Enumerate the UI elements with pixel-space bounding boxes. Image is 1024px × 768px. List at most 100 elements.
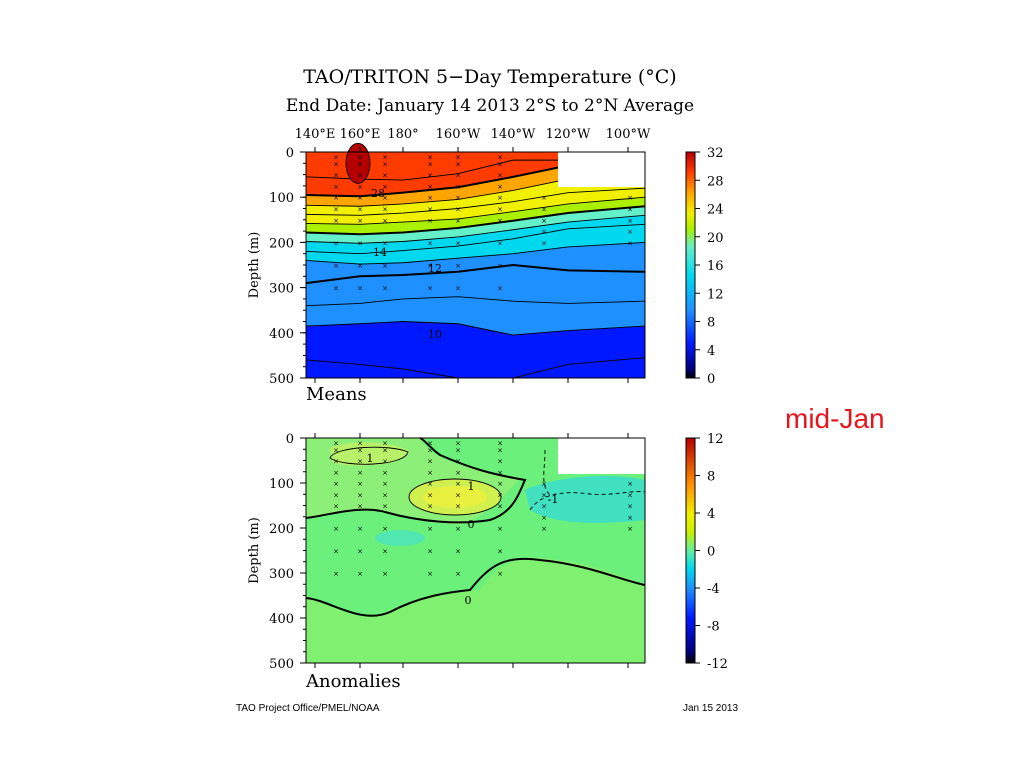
buoy-sample-marker: × [357, 458, 363, 466]
buoy-sample-marker: × [333, 458, 339, 466]
y-tick-label: 100 [269, 191, 294, 206]
colorbar [685, 437, 696, 664]
buoy-sample-marker: × [382, 160, 388, 168]
y-tick-label: 500 [269, 657, 294, 672]
buoy-sample-marker: × [541, 514, 547, 522]
buoy-sample-marker: × [333, 480, 339, 488]
buoy-sample-marker: × [382, 217, 388, 225]
buoy-sample-marker: × [427, 285, 433, 293]
buoy-sample-marker: × [541, 480, 547, 488]
buoy-sample-marker: × [455, 183, 461, 191]
buoy-sample-marker: × [427, 154, 433, 162]
buoy-sample-marker: × [333, 262, 339, 270]
buoy-sample-marker: × [427, 262, 433, 270]
buoy-sample-marker: × [357, 154, 363, 162]
anomaly-contour-label: 0 [468, 518, 475, 531]
buoy-sample-marker: × [455, 480, 461, 488]
buoy-sample-marker: × [427, 446, 433, 454]
buoy-sample-marker: × [427, 194, 433, 202]
buoy-sample-marker: × [357, 491, 363, 499]
anomaly-contour-plus1 [329, 446, 409, 465]
buoy-sample-marker: × [541, 525, 547, 533]
means-contour-line [305, 214, 646, 244]
buoy-sample-marker: × [455, 458, 461, 466]
buoy-sample-marker: × [382, 172, 388, 180]
buoy-sample-marker: × [357, 525, 363, 533]
buoy-sample-marker: × [497, 548, 503, 556]
buoy-sample-marker: × [333, 491, 339, 499]
buoy-sample-marker: × [382, 570, 388, 578]
buoy-sample-marker: × [541, 491, 547, 499]
buoy-sample-marker: × [427, 458, 433, 466]
buoy-sample-marker: × [455, 172, 461, 180]
buoy-sample-marker: × [333, 217, 339, 225]
buoy-sample-marker: × [427, 160, 433, 168]
buoy-sample-marker: × [357, 160, 363, 168]
x-tick-label: 120°W [546, 127, 591, 142]
x-tick-label: 140°E [295, 127, 336, 142]
buoy-sample-marker: × [497, 262, 503, 270]
buoy-sample-marker: × [497, 440, 503, 448]
colorbar-tick-label: 28 [707, 174, 724, 189]
footer-date: Jan 15 2013 [683, 703, 739, 714]
colorbar [685, 151, 696, 379]
y-axis-label: Depth (m) [247, 517, 262, 584]
buoy-sample-marker: × [333, 446, 339, 454]
buoy-sample-marker: × [333, 160, 339, 168]
means-contour-line [305, 241, 646, 265]
buoy-sample-marker: × [627, 491, 633, 499]
buoy-sample-marker: × [382, 239, 388, 247]
buoy-sample-marker: × [497, 503, 503, 511]
colorbar-tick-label: 20 [707, 231, 724, 246]
buoy-sample-marker: × [541, 217, 547, 225]
panel-label: Means [306, 384, 367, 405]
means-contour-line [305, 196, 646, 225]
buoy-sample-marker: × [541, 206, 547, 214]
buoy-sample-marker: × [427, 440, 433, 448]
buoy-sample-marker: × [497, 480, 503, 488]
colorbar-tick-label: 0 [707, 545, 715, 560]
colorbar-tick-label: 8 [707, 470, 715, 485]
buoy-sample-marker: × [455, 217, 461, 225]
buoy-sample-marker: × [541, 194, 547, 202]
buoy-sample-marker: × [357, 548, 363, 556]
buoy-sample-marker: × [357, 239, 363, 247]
buoy-sample-marker: × [427, 183, 433, 191]
buoy-sample-marker: × [357, 440, 363, 448]
buoy-sample-marker: × [627, 514, 633, 522]
buoy-sample-marker: × [357, 172, 363, 180]
buoy-sample-marker: × [455, 525, 461, 533]
anomaly-contour-label: 0 [465, 594, 472, 607]
buoy-sample-marker: × [333, 172, 339, 180]
buoy-sample-marker: × [382, 446, 388, 454]
buoy-sample-marker: × [357, 570, 363, 578]
buoy-sample-marker: × [333, 570, 339, 578]
means-warm-pool-contour [345, 142, 371, 184]
buoy-sample-marker: × [333, 206, 339, 214]
buoy-sample-marker: × [627, 217, 633, 225]
colorbar-tick-label: 0 [707, 372, 715, 387]
buoy-sample-marker: × [382, 458, 388, 466]
y-tick-label: 500 [269, 372, 294, 387]
buoy-sample-marker: × [627, 525, 633, 533]
buoy-sample-marker: × [382, 194, 388, 202]
buoy-sample-marker: × [541, 503, 547, 511]
buoy-sample-marker: × [455, 548, 461, 556]
buoy-sample-marker: × [627, 480, 633, 488]
buoy-sample-marker: × [497, 217, 503, 225]
buoy-sample-marker: × [382, 285, 388, 293]
buoy-sample-marker: × [455, 285, 461, 293]
means-contour-label: 10 [428, 328, 442, 341]
buoy-sample-marker: × [357, 285, 363, 293]
buoy-sample-marker: × [357, 183, 363, 191]
buoy-sample-marker: × [427, 525, 433, 533]
buoy-sample-marker: × [455, 239, 461, 247]
buoy-sample-marker: × [497, 206, 503, 214]
colorbar-tick-label: -8 [707, 620, 720, 635]
buoy-sample-marker: × [627, 228, 633, 236]
buoy-sample-marker: × [427, 503, 433, 511]
buoy-sample-marker: × [333, 503, 339, 511]
panel-label: Anomalies [305, 671, 401, 692]
